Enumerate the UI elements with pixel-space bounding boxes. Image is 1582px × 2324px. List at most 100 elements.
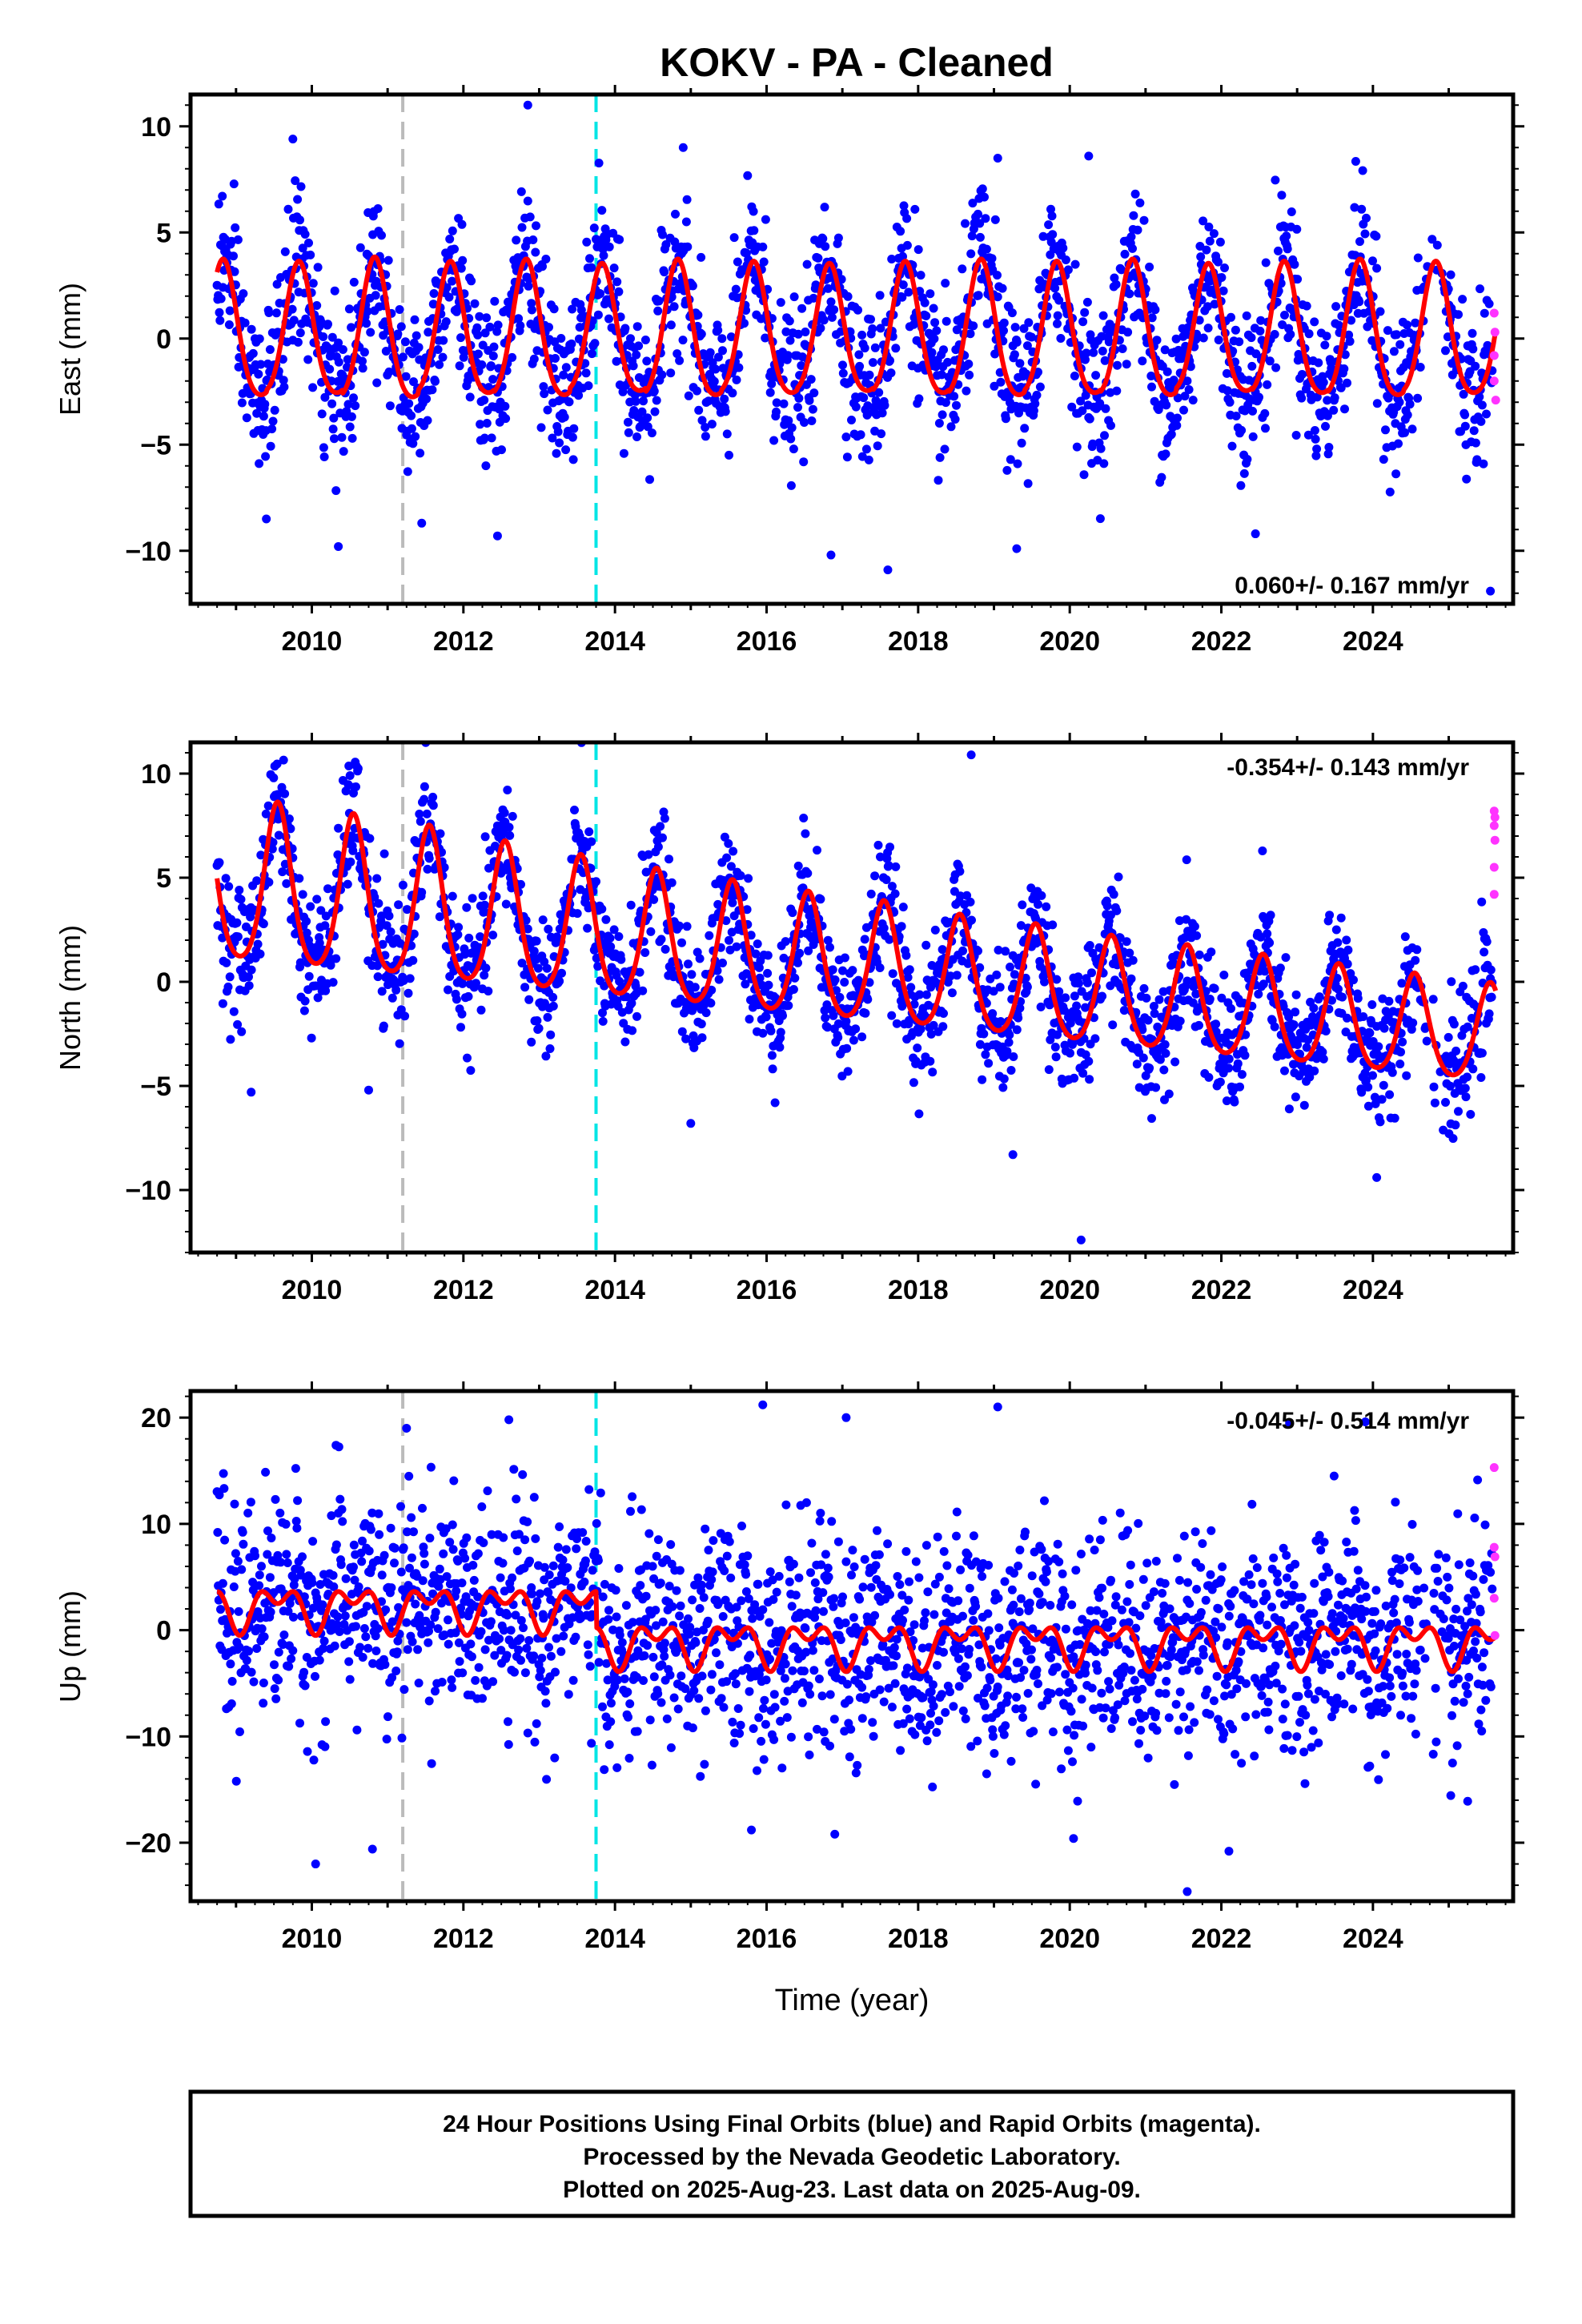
final-orbit-point xyxy=(860,344,869,353)
final-orbit-point xyxy=(637,407,647,416)
final-orbit-point xyxy=(813,846,821,855)
final-orbit-point xyxy=(280,247,290,256)
final-orbit-point xyxy=(682,922,692,931)
final-orbit-point xyxy=(725,935,733,945)
final-orbit-point xyxy=(524,995,534,1004)
final-orbit-point xyxy=(720,832,729,842)
final-orbit-point xyxy=(218,933,227,943)
final-orbit-point xyxy=(1063,265,1073,275)
final-orbit-point xyxy=(259,919,268,929)
final-orbit-point xyxy=(1106,420,1115,430)
final-orbit-point xyxy=(898,280,908,290)
final-orbit-point xyxy=(1297,393,1307,403)
final-orbit-point xyxy=(1286,330,1295,339)
final-orbit-point xyxy=(938,945,947,955)
final-orbit-point xyxy=(576,305,586,315)
final-orbit-point xyxy=(255,949,265,959)
final-orbit-point xyxy=(1113,360,1122,370)
final-orbit-point xyxy=(463,1053,472,1063)
final-orbit-point xyxy=(481,461,491,471)
final-orbit-point xyxy=(759,257,769,267)
final-orbit-point xyxy=(1090,1034,1100,1043)
final-orbit-point xyxy=(1265,938,1275,947)
final-orbit-point xyxy=(541,255,551,263)
final-orbit-point xyxy=(416,448,425,458)
final-orbit-point xyxy=(596,289,605,299)
final-orbit-point xyxy=(1314,358,1323,368)
final-orbit-point xyxy=(793,329,803,339)
final-orbit-point xyxy=(1385,1090,1395,1100)
final-orbit-point xyxy=(1477,1048,1487,1058)
final-orbit-point xyxy=(328,1570,338,1580)
final-orbit-point xyxy=(1046,204,1055,214)
final-orbit-outlier xyxy=(492,531,502,541)
final-orbit-point xyxy=(1076,396,1086,406)
final-orbit-point xyxy=(1486,965,1496,975)
final-orbit-point xyxy=(755,973,765,983)
final-orbit-point xyxy=(833,1033,843,1042)
final-orbit-point xyxy=(789,292,799,302)
final-orbit-point xyxy=(347,412,356,421)
final-orbit-point xyxy=(261,1467,271,1477)
final-orbit-point xyxy=(292,1523,302,1533)
final-orbit-point xyxy=(1047,211,1057,221)
final-orbit-point xyxy=(638,986,648,995)
final-orbit-point xyxy=(257,1624,267,1634)
final-orbit-point xyxy=(1460,410,1470,420)
final-orbit-outlier xyxy=(1012,544,1022,553)
final-orbit-point xyxy=(1085,414,1094,424)
final-orbit-point xyxy=(299,1667,309,1677)
final-orbit-point xyxy=(1088,439,1098,448)
final-orbit-point xyxy=(592,877,600,887)
final-orbit-point xyxy=(1340,350,1350,360)
final-orbit-point xyxy=(1199,216,1208,226)
final-orbit-outlier xyxy=(363,1085,373,1095)
final-orbit-point xyxy=(1222,368,1231,378)
final-orbit-point xyxy=(758,242,768,251)
final-orbit-point xyxy=(488,375,498,384)
final-orbit-point xyxy=(767,379,777,388)
final-orbit-point xyxy=(899,201,909,211)
final-orbit-outlier xyxy=(1486,586,1496,596)
final-orbit-point xyxy=(829,1011,838,1020)
final-orbit-point xyxy=(398,880,408,890)
final-orbit-point xyxy=(744,874,753,883)
final-orbit-point xyxy=(1476,284,1484,294)
final-orbit-point xyxy=(233,235,243,244)
final-orbit-point xyxy=(921,990,931,999)
final-orbit-point xyxy=(1145,1063,1154,1073)
final-orbit-point xyxy=(384,911,394,921)
final-orbit-point xyxy=(224,882,234,891)
final-orbit-point xyxy=(1022,983,1032,991)
final-orbit-point xyxy=(877,429,886,439)
rapid-orbit-point xyxy=(1490,328,1500,337)
final-orbit-point xyxy=(407,424,416,433)
final-orbit-point xyxy=(733,257,742,267)
final-orbit-point xyxy=(289,1612,298,1622)
final-orbit-point xyxy=(938,1022,948,1031)
final-orbit-point xyxy=(308,1537,318,1546)
final-orbit-point xyxy=(543,405,552,415)
final-orbit-point xyxy=(728,388,737,398)
final-orbit-point xyxy=(1199,333,1208,343)
final-orbit-point xyxy=(336,1560,346,1570)
final-orbit-point xyxy=(860,935,869,944)
final-orbit-point xyxy=(529,947,539,956)
final-orbit-point xyxy=(254,369,263,379)
final-orbit-point xyxy=(1251,349,1261,359)
final-orbit-outlier xyxy=(966,750,976,760)
final-orbit-point xyxy=(247,324,256,334)
final-orbit-point xyxy=(632,350,641,360)
final-orbit-point xyxy=(1446,270,1456,279)
final-orbit-point xyxy=(289,316,299,325)
final-orbit-point xyxy=(713,966,722,975)
final-orbit-point xyxy=(830,975,840,984)
final-orbit-point xyxy=(267,731,275,740)
final-orbit-point xyxy=(1085,1075,1094,1084)
final-orbit-point xyxy=(221,874,231,883)
final-orbit-point xyxy=(358,364,367,373)
final-orbit-point xyxy=(891,862,901,871)
final-orbit-point xyxy=(816,324,825,333)
y-tick-label: −5 xyxy=(140,1072,171,1102)
final-orbit-point xyxy=(765,388,775,397)
